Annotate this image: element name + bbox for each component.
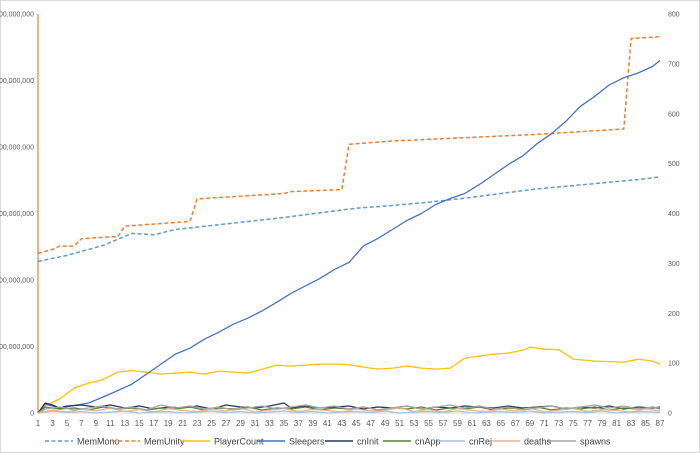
- right-y-tick-label: 200: [668, 311, 680, 318]
- legend-label-deaths: deaths: [524, 437, 552, 447]
- x-tick-label: 77: [583, 419, 592, 428]
- x-tick-label: 15: [135, 419, 144, 428]
- series-line-memmono: [37, 176, 661, 263]
- x-tick-label: 37: [294, 419, 303, 428]
- x-tick-label: 33: [265, 419, 274, 428]
- x-tick-label: 81: [612, 419, 621, 428]
- series-line-memunity: [37, 35, 661, 255]
- x-tick-label: 35: [279, 419, 288, 428]
- x-tick-label: 49: [381, 419, 390, 428]
- right-y-tick-label: 300: [668, 261, 680, 268]
- x-tick-label: 63: [482, 419, 491, 428]
- legend: MemMono MemUnity PlayerCount Sleepers cnInit…: [45, 437, 611, 447]
- left-y-tick-label: 300,000,000: [0, 211, 34, 218]
- axes: [37, 14, 660, 414]
- legend-label-cninit: cnInit: [357, 437, 379, 447]
- x-tick-label: 85: [641, 419, 650, 428]
- x-tick-label: 25: [207, 419, 216, 428]
- x-tick-label: 29: [236, 419, 245, 428]
- x-tick-label: 69: [525, 419, 534, 428]
- left-y-tick-label: 100,000,000: [0, 344, 34, 351]
- left-y-tick-label: 400,000,000: [0, 145, 34, 152]
- left-y-tick-label: 0: [30, 411, 34, 418]
- x-tick-label: 57: [439, 419, 448, 428]
- x-tick-label: 61: [468, 419, 477, 428]
- left-y-tick-label: 200,000,000: [0, 278, 34, 285]
- right-y-tick-label: 0: [668, 411, 672, 418]
- series-line-sleepers: [37, 59, 661, 414]
- x-tick-label: 75: [569, 419, 578, 428]
- series-layer: [37, 35, 661, 414]
- x-tick-label: 23: [193, 419, 202, 428]
- x-tick-label: 45: [352, 419, 361, 428]
- x-tick-label: 51: [395, 419, 404, 428]
- series-line-playercount: [37, 346, 661, 414]
- right-y-tick-label: 500: [668, 161, 680, 168]
- x-tick-label: 71: [540, 419, 549, 428]
- x-tick-label: 3: [50, 419, 55, 428]
- left-y-tick-label: 500,000,000: [0, 78, 34, 85]
- x-tick-label: 13: [120, 419, 129, 428]
- right-y-tick-label: 600: [668, 111, 680, 118]
- x-tick-label: 59: [453, 419, 462, 428]
- x-tick-label: 21: [178, 419, 187, 428]
- legend-label-sleepers: Sleepers: [289, 437, 325, 447]
- x-tick-label: 1: [36, 419, 41, 428]
- x-tick-label: 47: [366, 419, 375, 428]
- x-tick-label: 53: [410, 419, 419, 428]
- x-tick-label: 11: [106, 419, 115, 428]
- x-tick-label: 67: [511, 419, 520, 428]
- x-tick-label: 17: [149, 419, 158, 428]
- series-line-cnrej: [37, 410, 661, 414]
- right-y-tick-label: 400: [668, 211, 680, 218]
- legend-label-playercount: PlayerCount: [214, 437, 264, 447]
- legend-label-memunity: MemUnity: [144, 437, 185, 447]
- x-tick-label: 65: [496, 419, 505, 428]
- x-tick-label: 7: [79, 419, 84, 428]
- right-y-tick-label: 700: [668, 61, 680, 68]
- right-y-tick-label: 100: [668, 361, 680, 368]
- x-tick-label: 9: [94, 419, 99, 428]
- x-tick-label: 41: [323, 419, 332, 428]
- tick-labels: 0 100,000,000 200,000,000 300,000,000 400,00…: [0, 12, 680, 429]
- series-line-spawns: [37, 404, 661, 414]
- series-line-deaths: [37, 407, 661, 414]
- x-tick-label: 27: [222, 419, 231, 428]
- legend-label-memmono: MemMono: [77, 437, 120, 447]
- right-y-tick-label: 800: [668, 12, 680, 19]
- x-tick-label: 83: [627, 419, 636, 428]
- x-tick-label: 5: [65, 419, 70, 428]
- left-y-tick-label: 600,000,000: [0, 12, 34, 19]
- x-tick-label: 87: [656, 419, 665, 428]
- x-tick-label: 31: [251, 419, 260, 428]
- legend-label-spawns: spawns: [580, 437, 611, 447]
- x-tick-label: 79: [598, 419, 607, 428]
- x-tick-label: 39: [308, 419, 317, 428]
- legend-label-cnrej: cnRej: [469, 437, 492, 447]
- x-tick-label: 73: [554, 419, 563, 428]
- x-tick-label: 43: [337, 419, 346, 428]
- legend-label-cnapp: cnApp: [415, 437, 441, 447]
- x-tick-label: 19: [164, 419, 173, 428]
- x-tick-label: 55: [424, 419, 433, 428]
